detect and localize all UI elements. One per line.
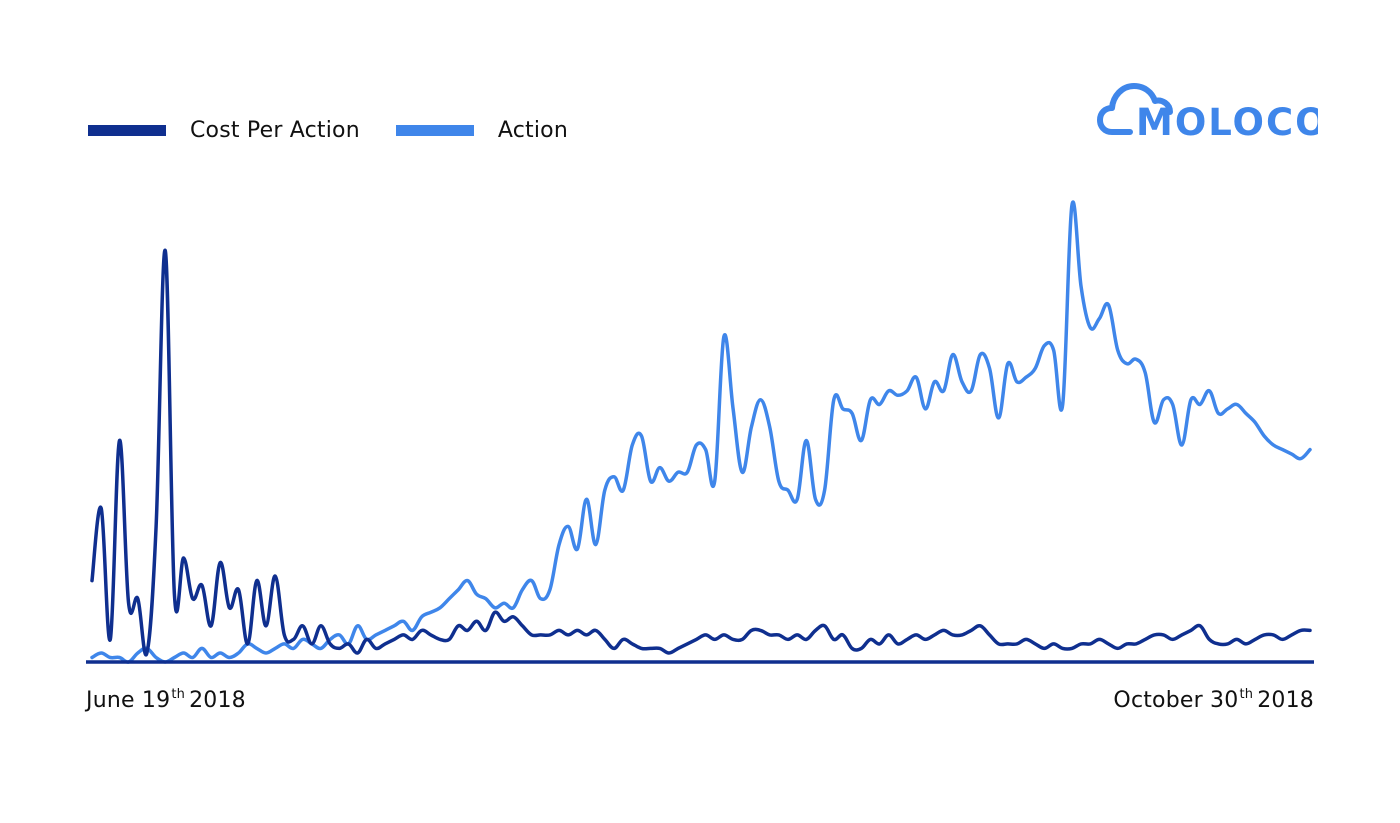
end-date-year: 2018: [1257, 688, 1314, 713]
legend-item-action: Action: [395, 117, 568, 143]
start-date-suffix: th: [171, 687, 186, 702]
cloud-icon: [1097, 83, 1173, 135]
legend-label-cost-per-action: Cost Per Action: [190, 117, 360, 143]
legend-swatch-cost-per-action: [88, 124, 166, 136]
start-date-year: 2018: [189, 688, 246, 713]
end-date-suffix: th: [1239, 687, 1254, 702]
legend-swatch-action: [395, 124, 474, 136]
series-line-cost-per-action: [90, 248, 1312, 657]
legend-label-action: Action: [497, 117, 568, 143]
moloco-logo: MOLOCO: [1097, 83, 1318, 140]
end-date-month-day: October 30: [1113, 688, 1239, 713]
x-axis-start-date: June 19th 2018: [86, 688, 246, 713]
logo-wordmark: MOLOCO: [1136, 101, 1318, 140]
series-line-action: [90, 200, 1312, 664]
legend-item-cost-per-action: Cost Per Action: [88, 118, 360, 143]
x-axis-end-date: October 30th 2018: [1113, 688, 1314, 713]
legend: Cost Per Action Action: [88, 112, 604, 148]
start-date-month-day: June 19: [86, 688, 171, 713]
